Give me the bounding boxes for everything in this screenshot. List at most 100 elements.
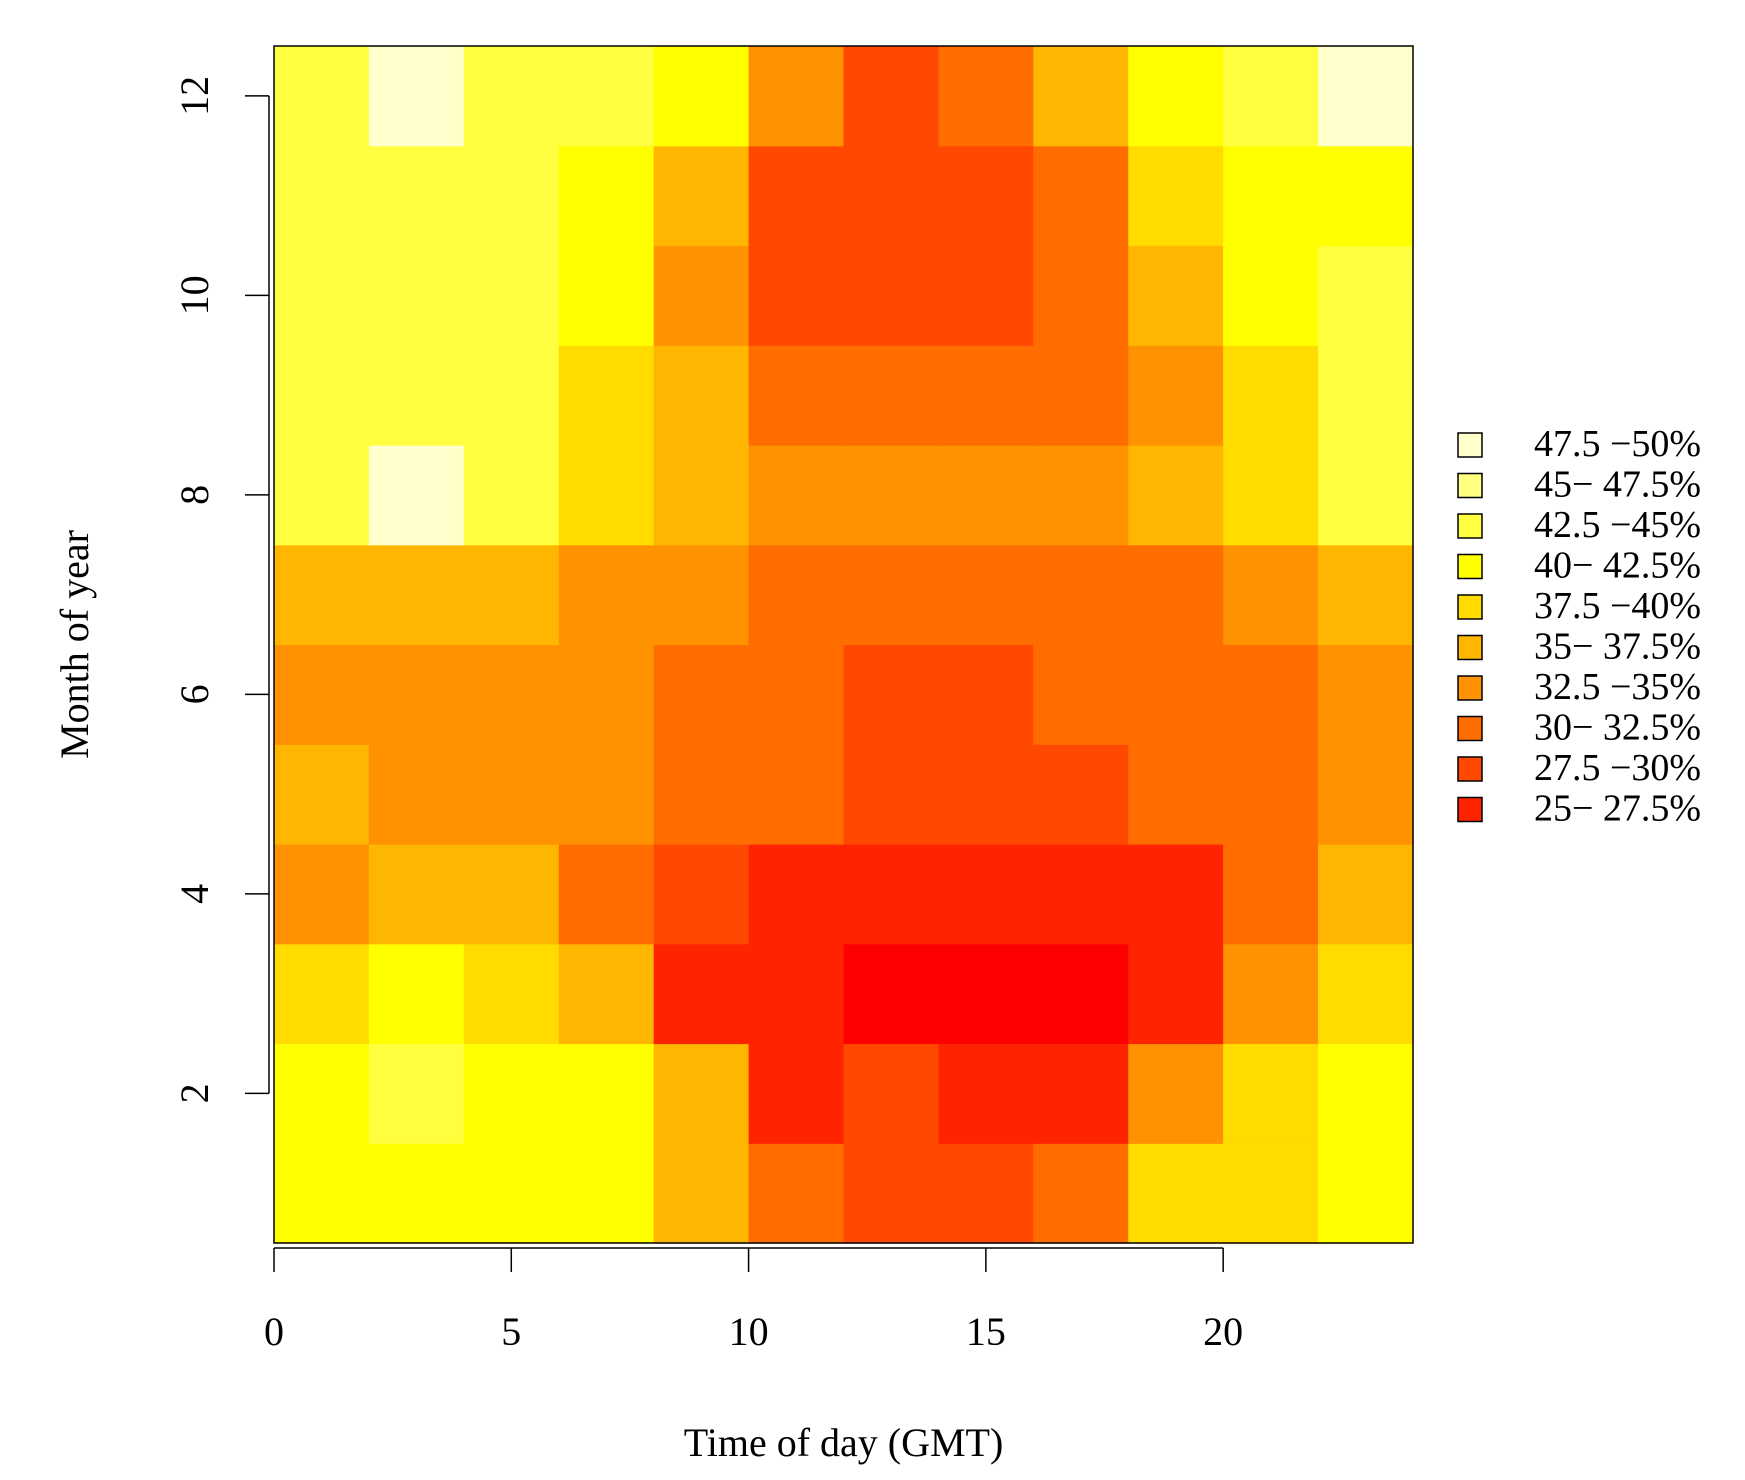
heatmap-cells [274, 46, 1414, 1244]
heatmap-cell [748, 46, 845, 147]
legend-item: 42.5 −45% [1457, 504, 1701, 546]
heatmap-cell [1318, 744, 1414, 845]
legend-swatch [1457, 715, 1483, 742]
heatmap-cell [1128, 1043, 1224, 1144]
legend-swatch [1457, 634, 1483, 661]
heatmap-cell [938, 245, 1034, 346]
heatmap-cell [1128, 445, 1224, 546]
legend-item: 30− 32.5% [1457, 707, 1701, 749]
heatmap-cell [1223, 544, 1319, 646]
heatmap-cell [558, 1043, 655, 1144]
heatmap-cell [1223, 46, 1319, 147]
heatmap-cell [1033, 46, 1129, 147]
heatmap-cell [843, 345, 940, 446]
legend-item: 35− 37.5% [1457, 626, 1701, 668]
heatmap-cell [274, 644, 370, 745]
heatmap-cell [368, 445, 465, 546]
heatmap-cell [843, 943, 940, 1045]
heatmap-cell [748, 345, 845, 446]
heatmap-cell [1318, 1143, 1414, 1244]
legend-label: 47.5 −50% [1534, 423, 1701, 465]
legend-item: 25− 27.5% [1457, 788, 1701, 830]
heatmap-cell [274, 145, 370, 247]
heatmap-cell [1223, 644, 1319, 745]
heatmap-cell [274, 445, 370, 546]
legend-item: 32.5 −35% [1457, 666, 1701, 708]
heatmap-cell [274, 245, 370, 346]
heatmap-cell [1128, 943, 1224, 1045]
heatmap-cell [843, 644, 940, 745]
legend-item: 37.5 −40% [1457, 585, 1701, 627]
legend-item: 47.5 −50% [1457, 423, 1701, 465]
heatmap-cell [368, 744, 465, 845]
heatmap-cell [368, 145, 465, 247]
heatmap-cell [1033, 445, 1129, 546]
legend-swatch [1457, 594, 1483, 620]
heatmap-cell [938, 544, 1034, 646]
heatmap-cell [938, 445, 1034, 546]
x-tick-label: 15 [966, 1309, 1006, 1354]
heatmap-cell [274, 46, 370, 147]
y-tick-label: 8 [172, 485, 217, 505]
heatmap-cell [1223, 744, 1319, 845]
x-tick-label: 10 [729, 1309, 769, 1354]
heatmap-cell [1033, 844, 1129, 945]
heatmap-cell [558, 844, 655, 945]
legend-label: 40− 42.5% [1534, 545, 1701, 587]
heatmap-cell [463, 1043, 560, 1144]
x-axis: 0 5 10 15 20 [264, 1247, 1243, 1354]
heatmap-cell [1223, 1143, 1319, 1244]
heatmap-cell [1223, 245, 1319, 346]
heatmap-cell [1128, 644, 1224, 745]
heatmap-cell [843, 1143, 940, 1244]
heatmap-cell [653, 245, 750, 346]
heatmap-cell [843, 1043, 940, 1144]
heatmap-cell [558, 46, 655, 147]
heatmap-cell [1223, 844, 1319, 945]
heatmap-cell [463, 46, 560, 147]
heatmap-cell [1033, 145, 1129, 247]
heatmap-cell [1223, 943, 1319, 1045]
heatmap-cell [938, 1143, 1034, 1244]
heatmap-cell [748, 844, 845, 945]
heatmap-cell [1033, 943, 1129, 1045]
y-tick-label: 2 [172, 1083, 217, 1103]
heatmap-cell [558, 245, 655, 346]
legend: 47.5 −50%45− 47.5%42.5 −45%40− 42.5%37.5… [1457, 423, 1701, 830]
heatmap-cell [748, 943, 845, 1045]
legend-label: 45− 47.5% [1534, 464, 1701, 506]
y-tick-label: 4 [172, 884, 217, 904]
heatmap-cell [748, 145, 845, 247]
heatmap-cell [1033, 345, 1129, 446]
heatmap-cell [1128, 245, 1224, 346]
legend-item: 45− 47.5% [1457, 464, 1701, 506]
heatmap-cell [653, 445, 750, 546]
heatmap-cell [748, 744, 845, 845]
heatmap-cell [748, 1143, 845, 1244]
heatmap-cell [938, 744, 1034, 845]
legend-swatch [1457, 796, 1483, 823]
heatmap-cell [653, 644, 750, 745]
heatmap-cell [368, 544, 465, 646]
heatmap-cell [748, 644, 845, 745]
heatmap-cell [274, 345, 370, 446]
heatmap-cell [1318, 245, 1414, 346]
heatmap-cell [463, 744, 560, 845]
y-tick-label: 6 [172, 684, 217, 704]
heatmap-cell [368, 245, 465, 346]
heatmap-cell [463, 145, 560, 247]
heatmap-cell [653, 744, 750, 845]
heatmap-cell [1318, 943, 1414, 1045]
heatmap-cell [1223, 445, 1319, 546]
heatmap-cell [843, 245, 940, 346]
heatmap-cell [653, 1143, 750, 1244]
heatmap-cell [843, 844, 940, 945]
heatmap-cell [938, 1043, 1034, 1144]
x-axis-label: Time of day (GMT) [684, 1420, 1004, 1465]
heatmap-cell [1318, 145, 1414, 247]
heatmap-cell [463, 245, 560, 346]
legend-swatch [1457, 756, 1483, 782]
heatmap-cell [274, 1043, 370, 1144]
